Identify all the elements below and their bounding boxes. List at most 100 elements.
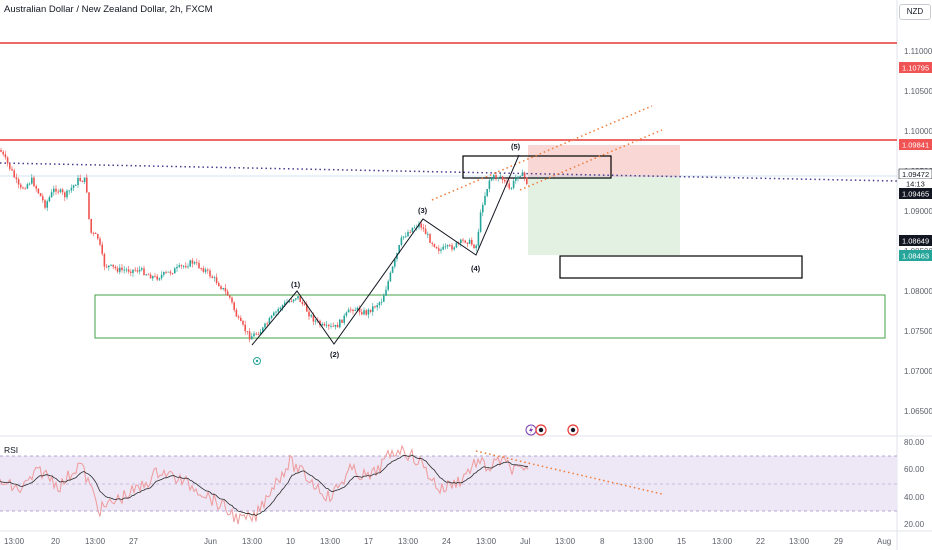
candle-body <box>433 243 436 247</box>
candle-body <box>253 333 255 337</box>
channel-lower-line[interactable] <box>519 129 663 191</box>
time-tick: 29 <box>834 537 843 546</box>
wave-label-2: (2) <box>330 350 340 359</box>
candle-body <box>310 315 312 317</box>
candle-body <box>387 281 389 290</box>
candle-body <box>213 277 216 279</box>
rsi-axis[interactable]: 80.00 60.00 40.00 20.00 <box>904 438 925 529</box>
elliott-wave-path[interactable] <box>251 154 520 346</box>
currency-selector[interactable]: NZD <box>899 4 931 20</box>
lightning-icon[interactable] <box>525 424 537 436</box>
candle-body <box>325 324 328 326</box>
candle-body <box>440 249 442 251</box>
earnings-icon[interactable] <box>535 424 547 436</box>
price-tick: 1.11000 <box>904 47 932 56</box>
channel-upper-line[interactable] <box>431 105 653 201</box>
candle-body <box>114 266 117 269</box>
candle-body <box>466 242 469 244</box>
price-tick: 1.07500 <box>904 327 932 336</box>
svg-text:14:13: 14:13 <box>906 180 925 189</box>
candle-body <box>462 239 464 241</box>
candle-body <box>275 311 277 313</box>
candle-body <box>218 283 220 287</box>
demand-zone-box[interactable] <box>94 294 886 339</box>
candle-body <box>0 150 2 152</box>
candle-body <box>242 320 244 325</box>
target-rectangle[interactable] <box>559 255 803 279</box>
candle-body <box>367 309 370 315</box>
candle-body <box>501 176 504 181</box>
candle-body <box>193 262 196 264</box>
candle-body <box>303 303 306 305</box>
candle-body <box>207 269 209 271</box>
candle-body <box>231 297 233 303</box>
candle-body <box>44 200 46 208</box>
candle-body <box>495 175 497 179</box>
stop-loss-zone[interactable] <box>528 145 680 177</box>
candle-body <box>211 276 213 278</box>
rsi-divergence-line[interactable] <box>475 450 663 495</box>
candle-body <box>110 264 112 266</box>
candle-body <box>141 268 143 270</box>
candle-body <box>328 324 330 327</box>
rsi-title: RSI <box>4 445 19 455</box>
take-profit-zone[interactable] <box>528 177 680 255</box>
wave-label-1: (1) <box>291 280 301 289</box>
candle-body <box>46 201 48 208</box>
candle-body <box>473 244 475 249</box>
time-tick: 13:00 <box>242 537 263 546</box>
wave-five-rectangle[interactable] <box>462 155 612 179</box>
candle-body <box>229 295 231 298</box>
price-axis[interactable]: 1.11000 1.10500 1.10000 1.09500 1.09000 … <box>904 47 932 416</box>
candle-body <box>13 170 15 178</box>
candle-body <box>105 266 108 268</box>
price-tick: 1.06500 <box>904 407 932 416</box>
candle-body <box>400 237 403 246</box>
candle-body <box>277 309 279 312</box>
candle-body <box>319 320 321 326</box>
candle-body <box>167 271 169 273</box>
candle-body <box>510 187 513 189</box>
time-tick: 22 <box>756 537 765 546</box>
candle-body <box>323 324 326 326</box>
time-tick: Jul <box>520 537 530 546</box>
candle-body <box>156 276 158 280</box>
candle-body <box>488 180 491 189</box>
descending-trendline[interactable] <box>0 162 898 182</box>
candle-body <box>35 186 37 189</box>
candle-body <box>189 260 191 267</box>
candle-body <box>394 259 396 267</box>
candle-body <box>413 227 416 229</box>
price-tag-6: 1.08463 <box>899 250 932 261</box>
time-axis[interactable]: 13:00 20 13:00 27 Jun 13:00 10 13:00 17 … <box>4 537 891 546</box>
candle-body <box>259 331 262 335</box>
price-tick: 1.10500 <box>904 87 932 96</box>
candle-body <box>174 268 176 274</box>
candle-body <box>11 168 13 171</box>
candle-body <box>295 298 297 300</box>
candle-body <box>196 262 198 264</box>
time-tick: 13:00 <box>555 537 576 546</box>
wave-label-5: (5) <box>511 142 521 151</box>
candle-body <box>363 310 365 315</box>
candle-body <box>132 269 134 273</box>
time-tick: 27 <box>129 537 138 546</box>
candle-body <box>361 312 363 315</box>
candle-body <box>48 197 51 202</box>
candle-body <box>79 177 81 181</box>
flag-icon[interactable] <box>253 357 261 365</box>
candle-body <box>493 175 495 179</box>
candle-body <box>402 236 405 238</box>
candle-body <box>180 265 183 267</box>
candle-body <box>420 223 422 228</box>
price-tag-4: 1.09465 <box>899 188 932 199</box>
candle-body <box>270 315 273 319</box>
candle-body <box>385 289 387 296</box>
dividend-icon[interactable] <box>567 424 579 436</box>
candle-body <box>209 270 211 277</box>
candle-body <box>477 231 480 246</box>
candle-body <box>182 265 185 267</box>
candle-body <box>292 299 295 302</box>
rsi-tick: 60.00 <box>904 465 925 474</box>
